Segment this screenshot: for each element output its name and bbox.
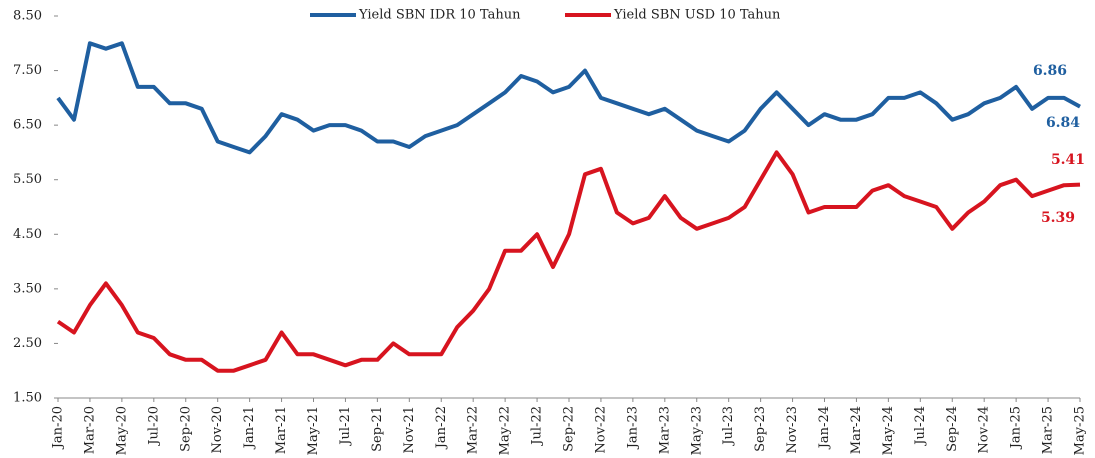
y-tick-label: 8.50	[13, 9, 42, 24]
series-line	[56, 41, 1081, 155]
x-tick-label: Jan-23	[625, 406, 640, 450]
x-tick-label: Nov-22	[593, 406, 608, 453]
x-tick-label: May-20	[114, 406, 129, 455]
x-tick-label: Jan-25	[1009, 406, 1024, 450]
x-tick-label: Mar-20	[82, 406, 97, 454]
x-tick-label: Sep-20	[178, 406, 193, 452]
x-tick-label: Jan-21	[242, 406, 257, 450]
y-tick-label: 1.50	[13, 391, 42, 406]
annotation: 6.84	[1046, 115, 1080, 131]
x-tick-label: Sep-23	[753, 406, 768, 452]
x-tick-label: Jan-20	[51, 406, 66, 450]
y-tick-label: 4.50	[13, 227, 42, 242]
x-tick-label: Mar-22	[466, 406, 481, 454]
y-tick-label: 3.50	[13, 281, 42, 296]
y-tick-label: 7.50	[13, 63, 42, 78]
legend-label: Yield SBN USD 10 Tahun	[613, 8, 781, 23]
x-tick-label: May-21	[306, 406, 321, 455]
x-tick-label: May-24	[881, 406, 896, 455]
x-tick-label: May-25	[1073, 406, 1088, 455]
x-tick-label: Sep-21	[370, 406, 385, 452]
x-tick-label: Jan-24	[817, 406, 832, 450]
series-line	[56, 150, 1081, 373]
legend-label: Yield SBN IDR 10 Tahun	[358, 8, 521, 23]
y-tick-label: 2.50	[13, 336, 42, 351]
annotation: 5.39	[1041, 210, 1075, 226]
x-tick-label: Nov-20	[210, 406, 225, 453]
x-tick-label: Jul-20	[146, 406, 161, 447]
x-tick-label: Sep-24	[945, 406, 960, 452]
annotation: 6.86	[1033, 63, 1067, 79]
x-tick-label: Mar-23	[657, 406, 672, 454]
x-tick-label: Mar-25	[1041, 406, 1056, 454]
x-tick-label: Nov-23	[785, 406, 800, 453]
x-tick-label: Jul-22	[530, 406, 545, 447]
x-tick-label: Jul-21	[338, 406, 353, 447]
x-tick-label: Sep-22	[562, 406, 577, 452]
y-tick-label: 5.50	[13, 172, 42, 187]
x-tick-label: Mar-21	[274, 406, 289, 454]
y-tick-label: 6.50	[13, 118, 42, 133]
x-tick-label: Jul-24	[913, 406, 928, 447]
x-tick-label: Nov-21	[402, 406, 417, 453]
x-tick-label: Mar-24	[849, 406, 864, 454]
x-tick-label: Jul-23	[721, 406, 736, 447]
annotation: 5.41	[1051, 152, 1085, 168]
x-tick-label: May-22	[498, 406, 513, 455]
x-tick-label: Jan-22	[434, 406, 449, 450]
x-tick-label: Nov-24	[977, 406, 992, 453]
x-tick-label: May-23	[689, 406, 704, 455]
